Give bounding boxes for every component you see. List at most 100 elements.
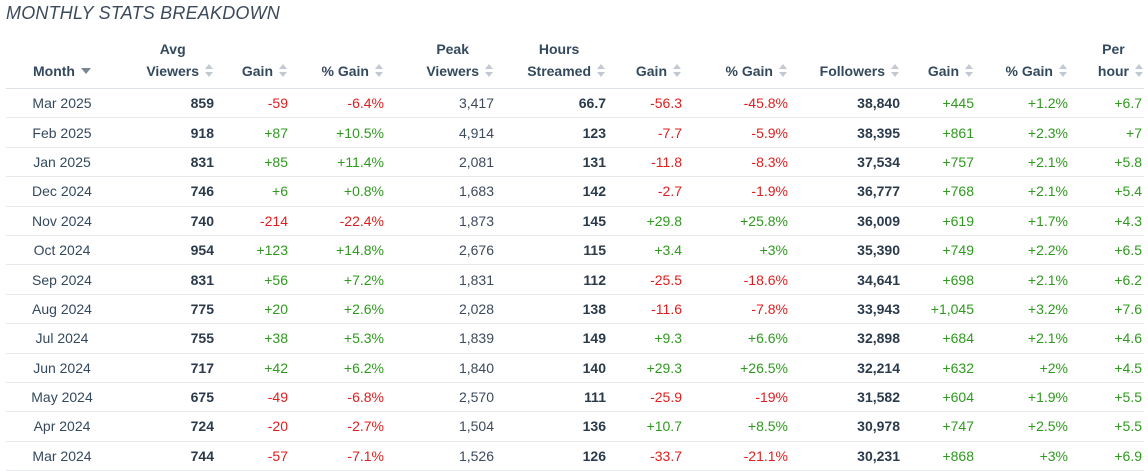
followers-gain-cell: +768 — [900, 176, 974, 207]
peak-viewers-cell: 1,526 — [384, 441, 494, 471]
hours-streamed-cell: 136 — [494, 411, 606, 442]
followers-cell: 36,009 — [788, 206, 900, 236]
month-cell: Feb 2025 — [6, 117, 118, 148]
column-header-peak-viewers[interactable]: Peak Viewers — [384, 38, 494, 89]
column-header-hours-pct-gain[interactable]: % Gain — [682, 38, 788, 89]
viewers-pct-gain-cell: +6.2% — [288, 353, 384, 383]
column-header-viewers-pct-gain[interactable]: % Gain — [288, 38, 384, 89]
viewers-pct-gain-cell: +7.2% — [288, 264, 384, 295]
followers-pct-gain-cell: +2.1% — [974, 323, 1068, 354]
table-row: Jul 2024 755 +38 +5.3% 1,839 149 +9.3 +6.6% 32,8… — [6, 323, 1144, 354]
column-header-label: % Gain — [725, 63, 773, 79]
month-cell: Mar 2025 — [6, 88, 118, 119]
viewers-pct-gain-cell: +11.4% — [288, 147, 384, 178]
column-header-label: Viewers — [426, 63, 479, 79]
column-header-month[interactable]: Month — [6, 38, 118, 89]
viewers-pct-gain-cell: +14.8% — [288, 235, 384, 266]
followers-pct-gain-cell: +2.1% — [974, 147, 1068, 178]
page-title: MONTHLY STATS BREAKDOWN — [6, 3, 280, 23]
column-header-viewers-gain[interactable]: Gain — [214, 38, 288, 89]
followers-cell: 30,231 — [788, 441, 900, 471]
column-header-label: Per — [1102, 41, 1125, 57]
table-row: Mar 2024 744 -57 -7.1% 1,526 126 -33.7 -21.1% 30… — [6, 441, 1144, 471]
per-hour-cell: +5.5 — [1068, 382, 1144, 413]
followers-cell: 32,214 — [788, 353, 900, 383]
column-header-label: % Gain — [1005, 63, 1053, 79]
hours-streamed-cell: 142 — [494, 176, 606, 207]
viewers-gain-cell: +85 — [214, 147, 288, 178]
hours-streamed-cell: 138 — [494, 294, 606, 325]
per-hour-cell: +6.7 — [1068, 88, 1144, 119]
month-cell: Nov 2024 — [6, 206, 118, 236]
table-header-row: Month Avg Viewers Gain % Gain — [6, 38, 1144, 89]
per-hour-cell: +6.5 — [1068, 235, 1144, 266]
hours-streamed-cell: 66.7 — [494, 88, 606, 119]
per-hour-cell: +5.4 — [1068, 176, 1144, 207]
followers-cell: 30,978 — [788, 411, 900, 442]
viewers-gain-cell: +56 — [214, 264, 288, 295]
month-cell: Jun 2024 — [6, 353, 118, 383]
hours-pct-gain-cell: -8.3% — [682, 147, 788, 178]
avg-viewers-cell: 859 — [118, 88, 214, 119]
table-row: Jun 2024 717 +42 +6.2% 1,840 140 +29.3 +26.5% 32… — [6, 353, 1144, 383]
hours-gain-cell: -11.8 — [606, 147, 682, 178]
peak-viewers-cell: 1,683 — [384, 176, 494, 207]
column-header-hours-streamed[interactable]: Hours Streamed — [494, 38, 606, 89]
hours-gain-cell: -11.6 — [606, 294, 682, 325]
viewers-gain-cell: -20 — [214, 411, 288, 442]
hours-gain-cell: -33.7 — [606, 441, 682, 471]
followers-gain-cell: +747 — [900, 411, 974, 442]
avg-viewers-cell: 831 — [118, 264, 214, 295]
hours-streamed-cell: 111 — [494, 382, 606, 413]
month-cell: May 2024 — [6, 382, 118, 413]
table-row: Nov 2024 740 -214 -22.4% 1,873 145 +29.8 +25.8%… — [6, 206, 1144, 236]
column-header-avg-viewers[interactable]: Avg Viewers — [118, 38, 214, 89]
column-header-label: Avg — [159, 41, 186, 57]
followers-cell: 31,582 — [788, 382, 900, 413]
sort-icon — [673, 64, 682, 78]
sort-icon — [375, 64, 384, 78]
followers-pct-gain-cell: +3% — [974, 441, 1068, 471]
sort-icon — [965, 64, 974, 78]
column-header-followers-gain[interactable]: Gain — [900, 38, 974, 89]
followers-pct-gain-cell: +2.3% — [974, 117, 1068, 148]
viewers-gain-cell: +42 — [214, 353, 288, 383]
followers-gain-cell: +684 — [900, 323, 974, 354]
followers-pct-gain-cell: +1.2% — [974, 88, 1068, 119]
column-header-followers-pct-gain[interactable]: % Gain — [974, 38, 1068, 89]
followers-cell: 34,641 — [788, 264, 900, 295]
table-row: Dec 2024 746 +6 +0.8% 1,683 142 -2.7 -1.9% 36,77… — [6, 176, 1144, 207]
month-cell: Jul 2024 — [6, 323, 118, 354]
viewers-gain-cell: -214 — [214, 206, 288, 236]
peak-viewers-cell: 1,504 — [384, 411, 494, 442]
followers-cell: 38,395 — [788, 117, 900, 148]
table-row: Apr 2024 724 -20 -2.7% 1,504 136 +10.7 +8.5% 30,… — [6, 411, 1144, 442]
followers-gain-cell: +445 — [900, 88, 974, 119]
sort-icon — [279, 64, 288, 78]
followers-pct-gain-cell: +2% — [974, 353, 1068, 383]
sort-icon — [485, 64, 494, 78]
hours-pct-gain-cell: -21.1% — [682, 441, 788, 471]
followers-cell: 38,840 — [788, 88, 900, 119]
hours-pct-gain-cell: +25.8% — [682, 206, 788, 236]
peak-viewers-cell: 2,570 — [384, 382, 494, 413]
peak-viewers-cell: 1,839 — [384, 323, 494, 354]
hours-pct-gain-cell: -18.6% — [682, 264, 788, 295]
hours-streamed-cell: 140 — [494, 353, 606, 383]
avg-viewers-cell: 954 — [118, 235, 214, 266]
peak-viewers-cell: 2,676 — [384, 235, 494, 266]
peak-viewers-cell: 4,914 — [384, 117, 494, 148]
column-header-hours-gain[interactable]: Gain — [606, 38, 682, 89]
column-header-per-hour[interactable]: Per hour — [1068, 38, 1144, 89]
column-header-label: Hours — [538, 41, 580, 57]
month-cell: Mar 2024 — [6, 441, 118, 471]
avg-viewers-cell: 831 — [118, 147, 214, 178]
sort-icon — [1135, 64, 1144, 78]
followers-gain-cell: +632 — [900, 353, 974, 383]
viewers-pct-gain-cell: -6.4% — [288, 88, 384, 119]
hours-gain-cell: +10.7 — [606, 411, 682, 442]
followers-cell: 32,898 — [788, 323, 900, 354]
viewers-gain-cell: -57 — [214, 441, 288, 471]
column-header-followers[interactable]: Followers — [788, 38, 900, 89]
followers-gain-cell: +698 — [900, 264, 974, 295]
